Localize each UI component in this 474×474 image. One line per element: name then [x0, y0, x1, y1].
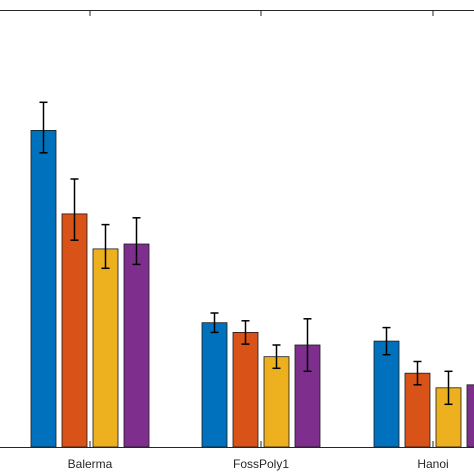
bar-balerma-series-2 [61, 213, 88, 448]
bar-balerma-series-3 [92, 248, 119, 448]
error-bar-fosspoly1-series-3 [272, 344, 281, 370]
bar-fosspoly1-series-2 [232, 331, 259, 448]
x-tick-label-hanoi: Hanoi [417, 457, 448, 471]
error-bar-fosspoly1-series-2 [241, 320, 250, 345]
bar-fosspoly1-series-1 [201, 322, 228, 448]
error-bar-balerma-series-2 [70, 178, 79, 241]
bar-fosspoly1-series-3 [263, 356, 290, 448]
error-bar-balerma-series-1 [39, 101, 48, 154]
bar-hanoi-series-1 [373, 340, 400, 448]
error-bar-balerma-series-3 [101, 223, 110, 270]
x-tick-label-balerma: Balerma [68, 457, 113, 471]
error-bars-layer [39, 101, 453, 406]
bar-hanoi-series-4 [466, 384, 474, 448]
x-tick-label-fosspoly1: FossPoly1 [233, 457, 289, 471]
bar-balerma-series-1 [30, 129, 57, 448]
error-bar-balerma-series-4 [132, 217, 141, 266]
error-bar-fosspoly1-series-1 [210, 312, 219, 334]
error-bar-hanoi-series-3 [444, 370, 453, 406]
error-bar-hanoi-series-2 [413, 360, 422, 386]
ticks-layer [89, 10, 434, 447]
error-bar-fosspoly1-series-4 [303, 318, 312, 373]
error-bar-hanoi-series-1 [382, 326, 391, 356]
bar-balerma-series-4 [123, 243, 150, 448]
